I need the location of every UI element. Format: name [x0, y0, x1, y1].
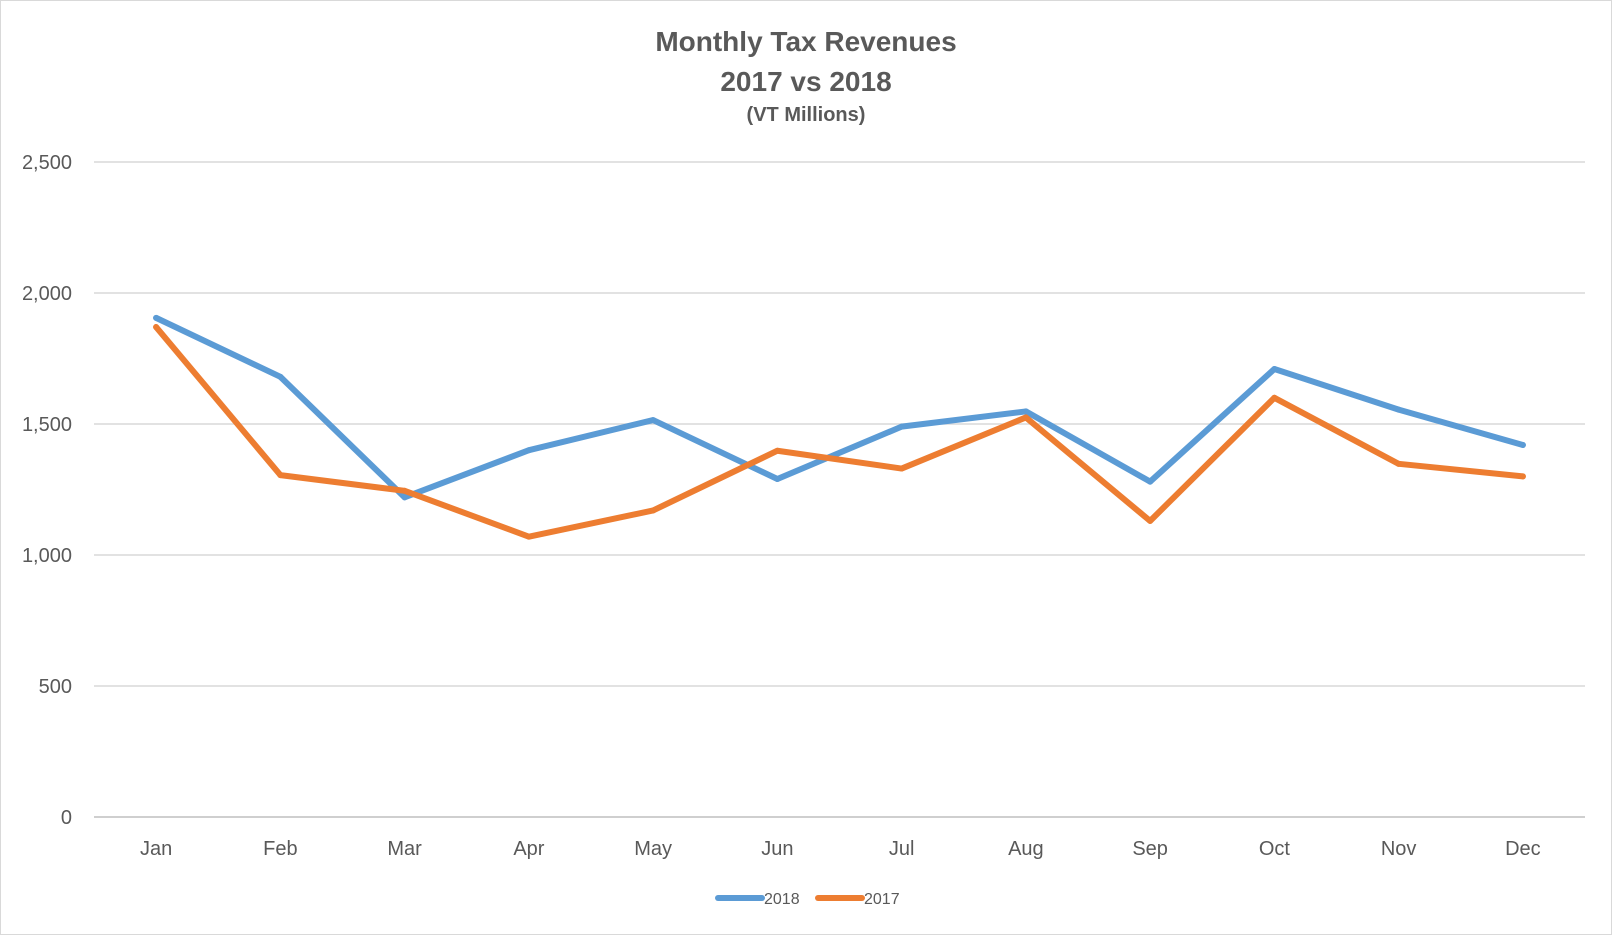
y-tick-label: 1,500 [22, 414, 72, 436]
x-tick-label: Nov [1381, 838, 1417, 860]
data-point-2018 [153, 314, 160, 321]
legend-label-2017: 2017 [864, 891, 900, 908]
data-point-2018 [1519, 441, 1526, 448]
x-tick-label: Jan [140, 838, 172, 860]
x-axis-ticks: Jan Feb Mar Apr May Jun Jul Aug Sep Oct Nov Dec [140, 838, 1541, 860]
data-point-2018 [898, 423, 905, 430]
x-tick-label: Oct [1259, 838, 1291, 860]
y-tick-label: 1,000 [22, 545, 72, 567]
data-point-2017 [277, 472, 284, 479]
data-point-2017 [774, 447, 781, 454]
data-point-2018 [1271, 365, 1278, 372]
chart-title-block: Monthly Tax Revenues 2017 vs 2018 (VT Mi… [0, 22, 1612, 128]
y-tick-label: 2,500 [22, 152, 72, 174]
data-point-2017 [1395, 460, 1402, 467]
data-point-2018 [1395, 406, 1402, 413]
x-tick-label: Dec [1505, 838, 1541, 860]
x-tick-label: Aug [1008, 838, 1044, 860]
data-point-2018 [525, 447, 532, 454]
legend: 2018 2017 [715, 891, 900, 908]
chart-subtitle: (VT Millions) [746, 104, 866, 126]
data-point-2017 [1022, 414, 1029, 421]
series-line-2018 [153, 314, 1526, 501]
data-point-2018 [650, 417, 657, 424]
data-point-2018 [1147, 478, 1154, 485]
x-tick-label: Feb [263, 838, 297, 860]
data-point-2017 [650, 507, 657, 514]
data-point-2018 [401, 494, 408, 501]
data-point-2017 [1147, 517, 1154, 524]
data-point-2017 [401, 487, 408, 494]
chart-title: Monthly Tax Revenues [655, 26, 957, 57]
data-point-2018 [774, 476, 781, 483]
data-point-2017 [1271, 394, 1278, 401]
y-tick-label: 2,000 [22, 283, 72, 305]
y-axis-ticks: 0 500 1,000 1,500 2,000 2,500 [22, 152, 72, 829]
chart-title-line2: 2017 vs 2018 [720, 66, 892, 97]
x-tick-label: Mar [387, 838, 422, 860]
x-tick-label: Apr [513, 838, 544, 860]
data-point-2017 [525, 533, 532, 540]
x-tick-label: Jul [889, 838, 915, 860]
y-tick-label: 0 [61, 807, 72, 829]
data-point-2017 [898, 465, 905, 472]
data-point-2017 [1519, 473, 1526, 480]
legend-label-2018: 2018 [764, 891, 800, 908]
y-tick-label: 500 [39, 676, 72, 698]
data-point-2018 [1022, 408, 1029, 415]
x-tick-label: Jun [761, 838, 793, 860]
series-lines [153, 314, 1526, 540]
data-point-2017 [153, 324, 160, 331]
series-line-2017 [153, 324, 1526, 540]
x-tick-label: May [634, 838, 672, 860]
gridlines [94, 161, 1585, 818]
data-point-2018 [277, 373, 284, 380]
x-tick-label: Sep [1132, 838, 1168, 860]
